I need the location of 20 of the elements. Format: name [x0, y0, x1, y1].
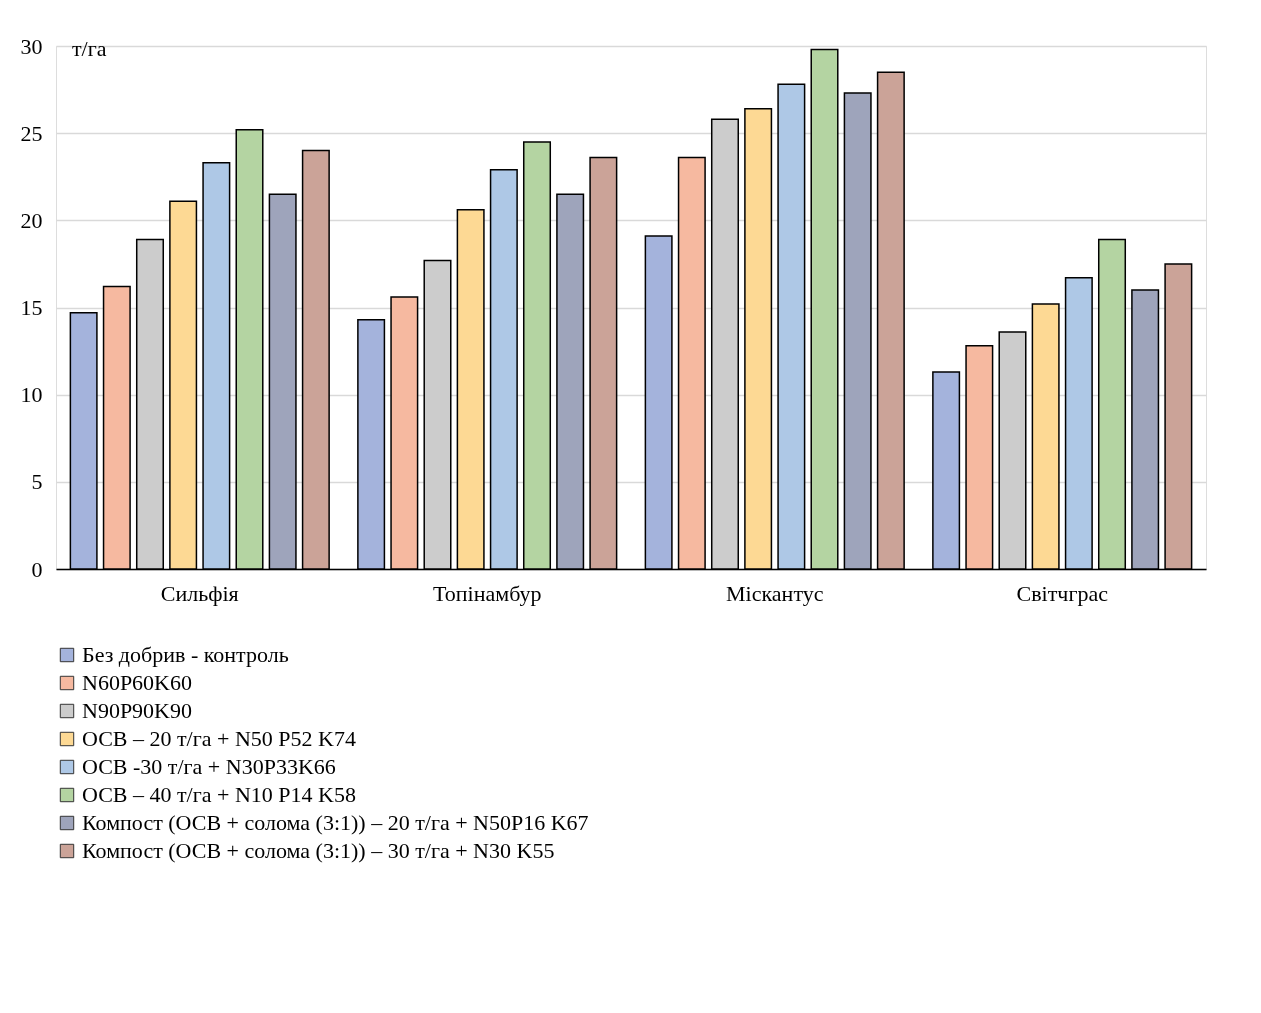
x-tick-label: Сильфія: [160, 580, 239, 606]
legend-label: Компост (ОСВ + солома (3:1)) – 30 т/га + N30 K55: [82, 838, 555, 863]
x-tick-label: Світчграс: [1016, 580, 1109, 606]
y-tick-label: 10: [20, 382, 43, 408]
legend-label: N90P90K90: [82, 698, 193, 723]
y-tick-label: 20: [20, 207, 43, 233]
legend-label: ОСВ – 20 т/га + N50 P52 K74: [82, 726, 356, 751]
legend-label: N60P60K60: [82, 670, 193, 695]
y-tick-label: 15: [20, 295, 43, 320]
legend-label: ОСВ – 40 т/га + N10 P14 K58: [82, 782, 356, 807]
legend-label: Компост (ОСВ + солома (3:1)) – 20 т/га + N50P16 K67: [82, 810, 589, 835]
legend-label: ОСВ -30 т/га + N30P33K66: [82, 754, 336, 779]
y-tick-label: 25: [20, 120, 43, 146]
y-tick-label: 30: [20, 33, 43, 59]
y-tick-label: 0: [31, 556, 43, 582]
x-tick-label: Міскантус: [726, 580, 824, 606]
legend-label: Без добрив - контроль: [82, 642, 289, 667]
y-axis-title: т/га: [72, 36, 107, 61]
y-tick-label: 5: [31, 469, 43, 495]
x-tick-label: Топінамбур: [433, 580, 542, 606]
